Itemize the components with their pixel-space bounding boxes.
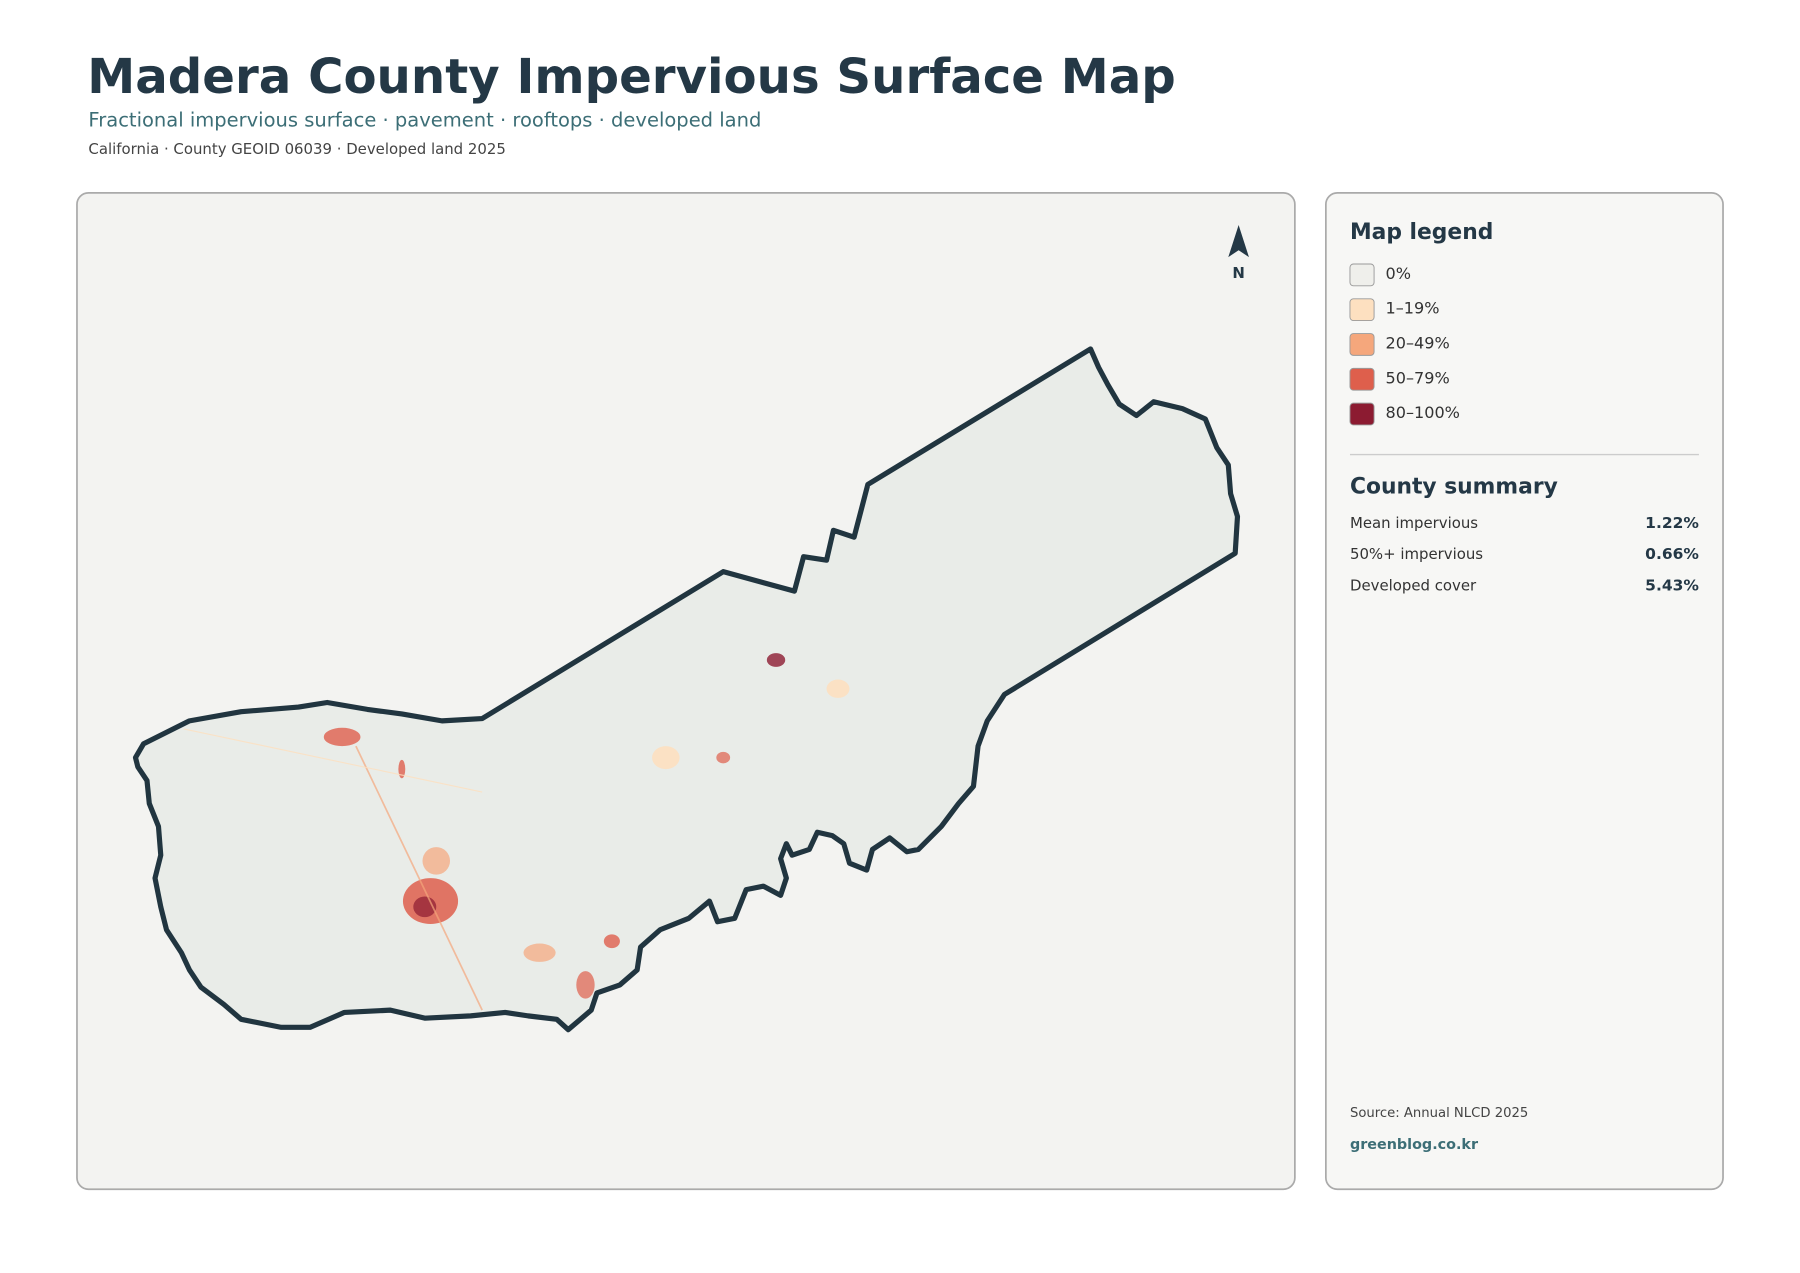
- legend-label: 0%: [1386, 264, 1411, 283]
- legend-title: Map legend: [1350, 220, 1493, 245]
- legend-swatch: [1349, 263, 1375, 287]
- summary-title: County summary: [1350, 475, 1558, 500]
- north-label: N: [1232, 264, 1244, 282]
- legend-items: 0% 1–19% 20–49% 50–79% 80–100%: [1349, 263, 1460, 426]
- site: greenblog.co.kr: [1350, 1137, 1479, 1153]
- legend-label: 20–49%: [1386, 333, 1450, 352]
- county-map: [132, 346, 1241, 1033]
- north-arrow: N: [1228, 224, 1249, 282]
- meta: California · County GEOID 06039 · Develo…: [88, 140, 505, 158]
- summary-value: 5.43%: [1645, 576, 1699, 594]
- legend-label: 50–79%: [1386, 368, 1450, 387]
- legend-swatch: [1349, 367, 1375, 391]
- title: Madera County Impervious Surface Map: [87, 49, 1175, 105]
- legend-swatch: [1349, 333, 1375, 356]
- legend-swatch: [1349, 402, 1375, 426]
- legend-label: 80–100%: [1386, 403, 1460, 422]
- source: Source: Annual NLCD 2025: [1350, 1106, 1528, 1121]
- legend-swatch: [1349, 298, 1375, 322]
- subtitle: Fractional impervious surface · pavement…: [88, 108, 761, 131]
- summary-value: 1.22%: [1645, 514, 1699, 532]
- summary-value: 0.66%: [1645, 545, 1699, 563]
- summary-rows: Mean impervious 1.22% 50%+ impervious 0.66%…: [1350, 514, 1699, 594]
- summary-label: Developed cover: [1350, 576, 1477, 594]
- summary-label: 50%+ impervious: [1350, 545, 1483, 563]
- summary-label: Mean impervious: [1350, 514, 1478, 532]
- legend-label: 1–19%: [1386, 299, 1440, 318]
- legend-panel: [1325, 191, 1724, 1191]
- developed-areas: [183, 653, 850, 1011]
